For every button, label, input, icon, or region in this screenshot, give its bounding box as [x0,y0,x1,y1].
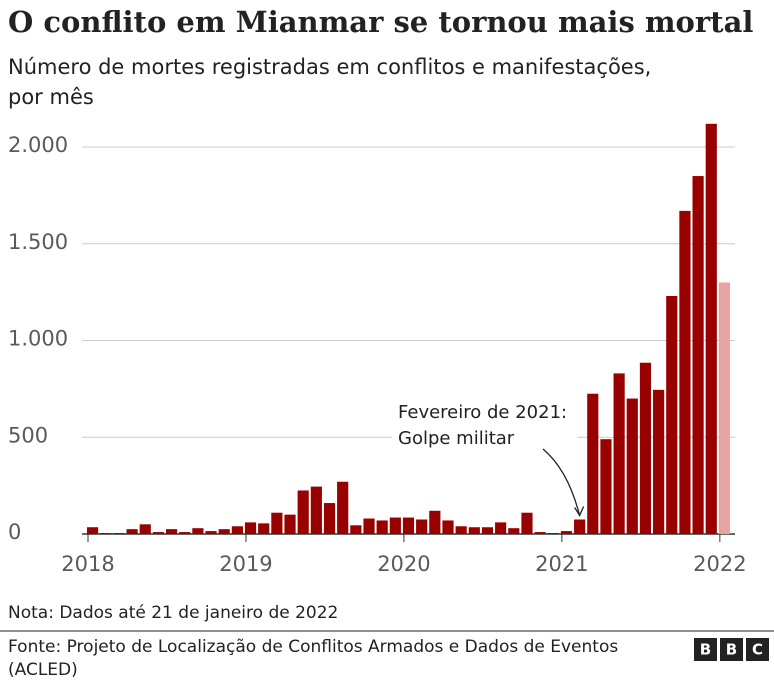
bar [547,533,559,534]
logo-box [694,638,717,661]
chart-subtitle: Número de mortes registradas em conflito… [8,55,651,79]
logo-box [746,638,769,661]
bar [165,529,178,534]
x-tick-label: 2021 [535,552,588,576]
bar [560,531,573,534]
bar [481,527,494,534]
bar [639,362,652,534]
bar [152,532,164,534]
bar [705,123,717,534]
bar [679,210,691,534]
bar [139,524,151,534]
annotation: Fevereiro de 2021: [398,402,567,423]
bar [271,512,283,534]
bar [468,527,480,534]
bar [231,526,243,534]
x-tick-label: 2020 [377,552,430,576]
bar [389,517,401,534]
x-tick-label: 2018 [61,552,114,576]
bar [323,503,336,534]
bar [363,518,375,534]
y-tick-label: 0 [8,520,21,544]
x-tick-label: 2019 [219,552,272,576]
y-tick-label: 2.000 [8,133,68,157]
bar [718,282,730,534]
x-tick-label: 2022 [693,552,746,576]
y-tick-label: 1.500 [8,230,68,254]
source: (ACLED) [8,660,78,680]
logo-box [720,638,743,661]
bar [495,522,507,534]
bar [521,512,533,534]
bar [600,439,612,534]
bar [442,520,454,534]
bar [653,389,665,534]
bar [218,529,230,534]
bar [587,393,599,534]
bar [429,510,441,534]
bar [692,176,704,534]
bar [626,398,638,534]
bar [337,481,349,534]
bar [126,529,138,534]
bar [100,533,112,534]
bar [310,486,322,534]
annotation: Golpe militar [398,428,515,449]
bar [284,514,296,534]
chart-subtitle: por mês [8,85,94,109]
y-tick-label: 1.000 [8,327,68,351]
bar [297,490,309,534]
bar [534,532,546,534]
bar [666,296,678,534]
annotation-arrow [542,448,581,516]
logo: C [752,641,763,659]
bar [258,523,270,534]
bar [376,520,388,534]
logo: B [700,641,711,659]
bar [87,527,99,534]
bar [192,528,204,534]
bar [179,532,191,534]
bar [613,373,625,534]
bar [455,526,467,534]
annotation-bg [392,398,577,460]
logo: B [726,641,737,659]
bar [350,525,362,534]
bar [113,533,125,534]
bar [205,531,217,534]
chart-title: O conflito em Mianmar se tornou mais mor… [8,5,753,39]
note: Nota: Dados até 21 de janeiro de 2022 [8,603,338,623]
annotation-arrowhead [574,506,585,517]
bar [508,528,520,534]
y-tick-label: 500 [8,423,48,447]
bar [402,517,415,534]
bar [244,522,257,534]
bar [574,519,586,534]
bar [416,519,428,534]
source: Fonte: Projeto de Localização de Conflit… [8,637,618,657]
